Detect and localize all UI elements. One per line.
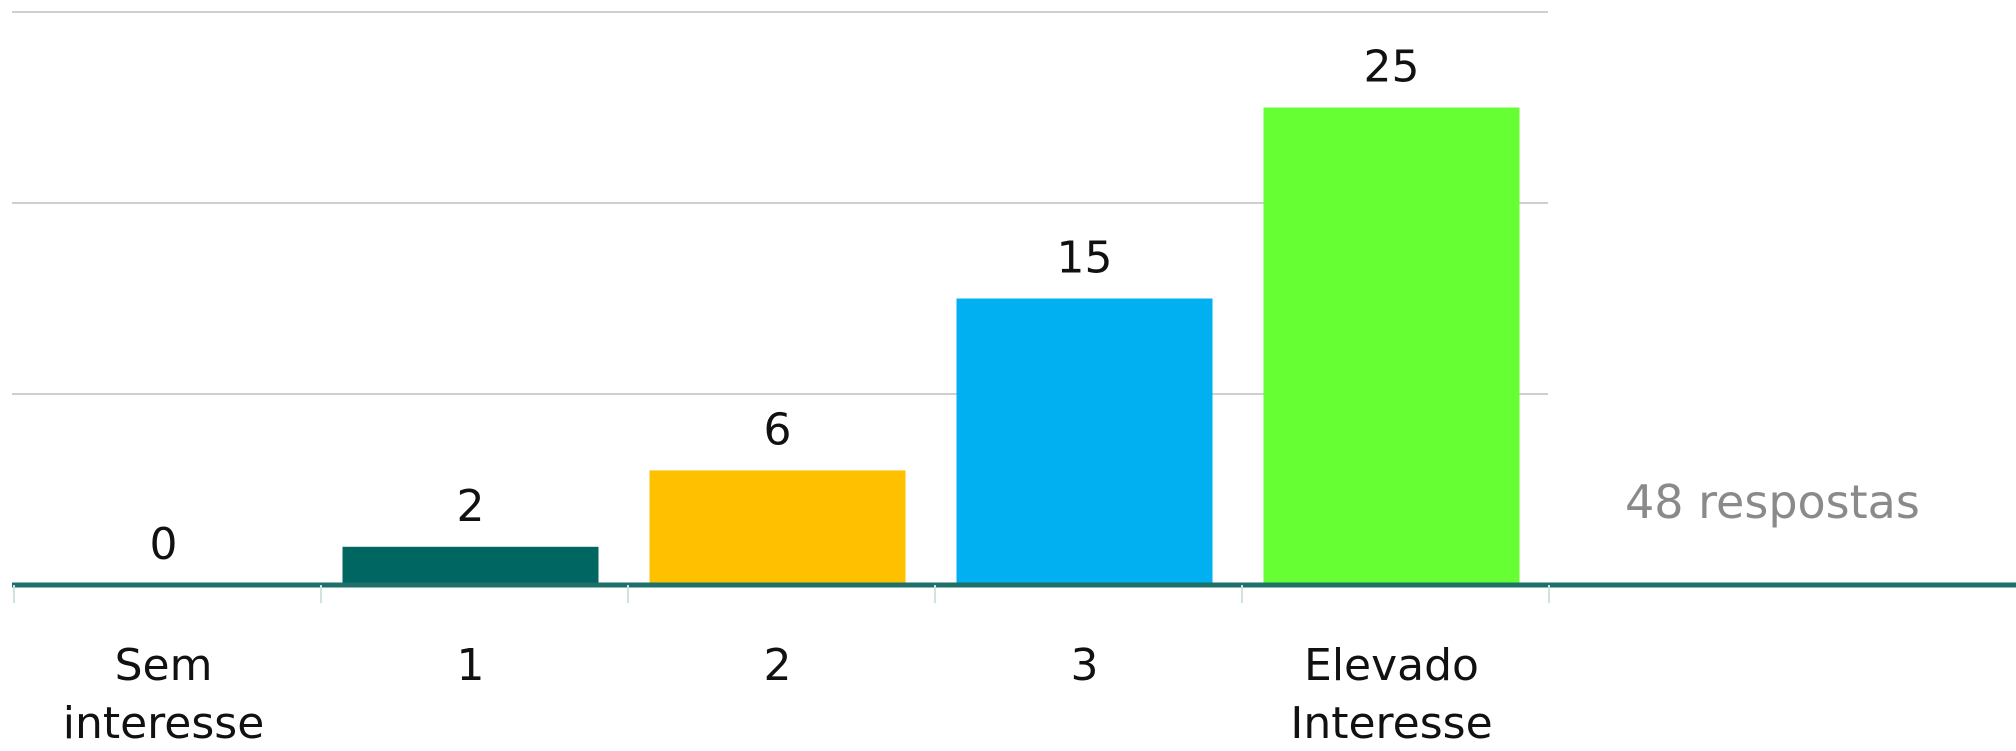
data-label: 15	[1057, 233, 1113, 284]
category-labels: Sem interesse 1 2 3 Elevado Interesse	[63, 640, 1493, 749]
category-label: 2	[764, 640, 792, 691]
data-label: 6	[764, 404, 792, 455]
x-axis-ticks	[13, 585, 1550, 603]
bar	[956, 298, 1213, 585]
bar	[1263, 107, 1520, 585]
bar	[342, 546, 599, 585]
data-label: 2	[457, 481, 485, 532]
data-label: 0	[150, 519, 178, 570]
data-labels: 0 2 6 15 25	[150, 42, 1420, 571]
category-label: Sem interesse	[63, 640, 265, 749]
responses-annotation: 48 respostas	[1625, 475, 1920, 529]
category-label: 1	[457, 640, 485, 691]
data-label: 25	[1364, 42, 1420, 93]
category-label: Elevado Interesse	[1290, 640, 1492, 749]
bars	[342, 107, 1520, 585]
category-label: 3	[1071, 640, 1099, 691]
bar	[649, 470, 906, 585]
